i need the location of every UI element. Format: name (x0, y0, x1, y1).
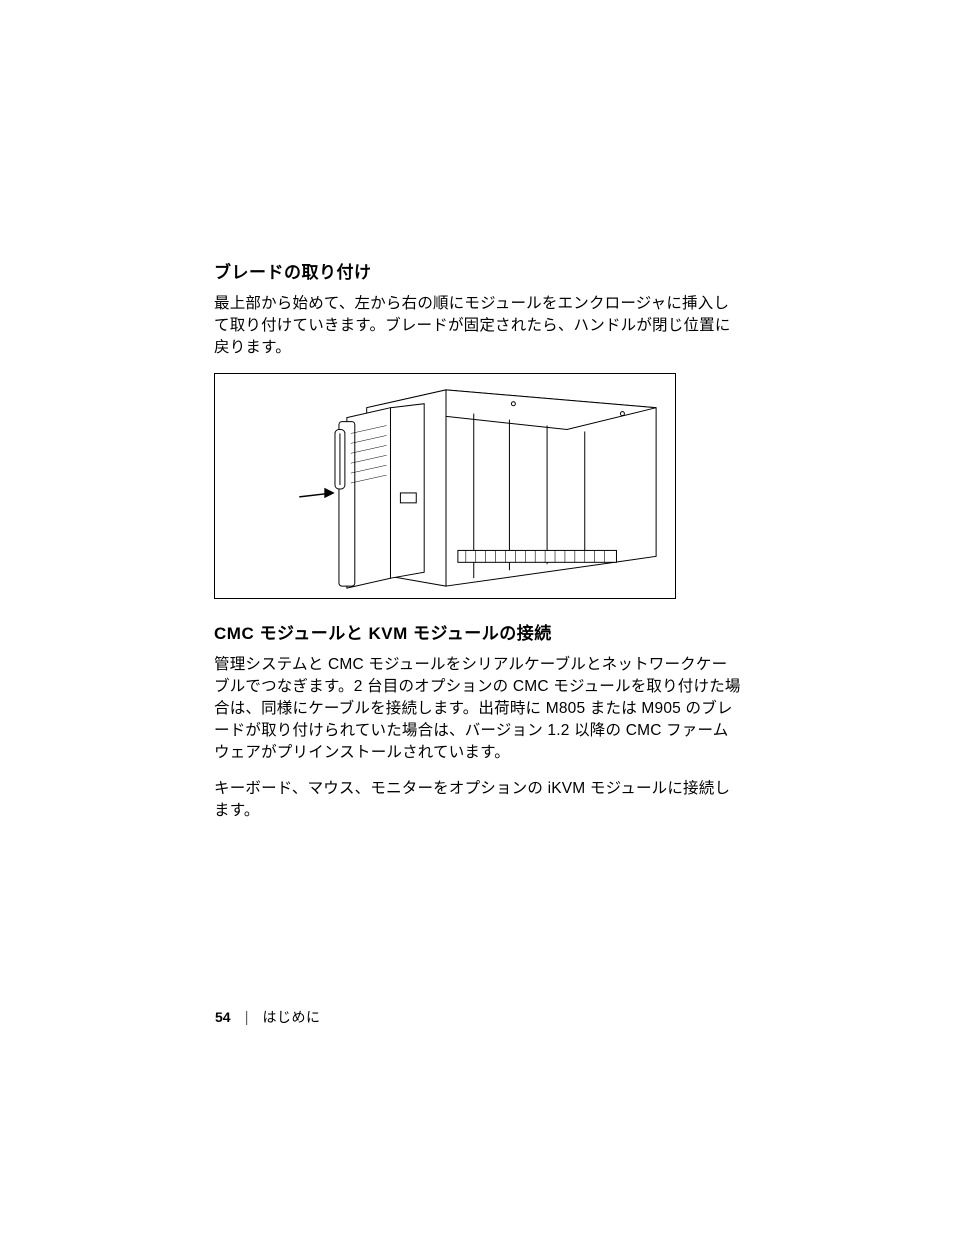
content-area: ブレードの取り付け 最上部から始めて、左から右の順にモジュールをエンクロージャに… (214, 258, 742, 836)
heading-cmc-kvm: CMC モジュールと KVM モジュールの接続 (214, 619, 742, 644)
paragraph-cmc-kvm-1: 管理システムと CMC モジュールをシリアルケーブルとネットワークケーブルでつな… (214, 654, 742, 764)
page-footer: 54 | はじめに (215, 1007, 320, 1027)
footer-section-label: はじめに (262, 1007, 320, 1027)
paragraph-cmc-kvm-2: キーボード、マウス、モニターをオプションの iKVM モジュールに接続します。 (214, 778, 742, 822)
footer-divider: | (245, 1009, 249, 1026)
figure-blade-enclosure (214, 373, 676, 599)
page-number: 54 (215, 1009, 231, 1025)
heading-blade-install: ブレードの取り付け (214, 258, 742, 283)
paragraph-blade-install: 最上部から始めて、左から右の順にモジュールをエンクロージャに挿入して取り付けてい… (214, 293, 742, 359)
blade-enclosure-illustration (215, 374, 675, 598)
document-page: ブレードの取り付け 最上部から始めて、左から右の順にモジュールをエンクロージャに… (0, 0, 954, 1235)
